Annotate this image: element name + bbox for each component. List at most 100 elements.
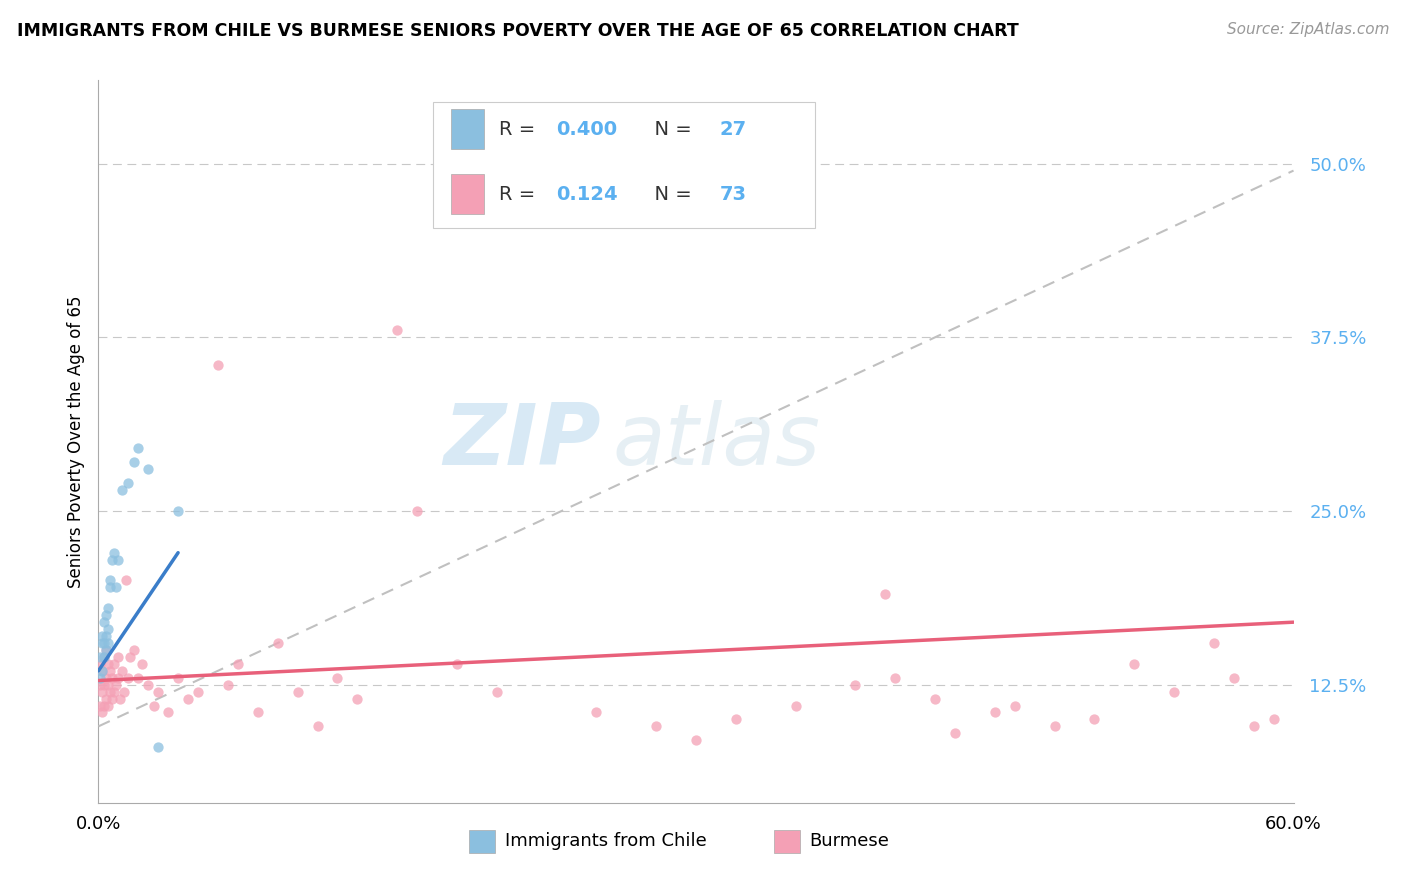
Point [226, 657, 249, 671]
Point [187, 684, 209, 698]
Point [1163, 684, 1185, 698]
Point [91, 684, 114, 698]
Point [91, 664, 114, 678]
Point [1123, 657, 1146, 671]
Text: R =: R = [499, 120, 541, 139]
Point [101, 671, 124, 685]
Text: R =: R = [499, 185, 541, 204]
Point [97, 657, 120, 671]
FancyBboxPatch shape [451, 109, 485, 149]
Point [93, 615, 115, 630]
Text: 0.400: 0.400 [557, 120, 617, 139]
Y-axis label: Seniors Poverty Over the Age of 65: Seniors Poverty Over the Age of 65 [66, 295, 84, 588]
Point [1043, 719, 1066, 733]
Text: N =: N = [643, 185, 699, 204]
Point [157, 706, 180, 720]
Point [177, 691, 200, 706]
Point [89, 649, 111, 664]
Point [117, 476, 139, 491]
Text: Source: ZipAtlas.com: Source: ZipAtlas.com [1226, 22, 1389, 37]
Point [1243, 719, 1265, 733]
Point [167, 504, 190, 518]
Point [148, 684, 170, 698]
Point [97, 698, 120, 713]
Point [93, 678, 115, 692]
Text: 0.124: 0.124 [557, 185, 617, 204]
Point [307, 719, 329, 733]
Point [1263, 713, 1285, 727]
Text: Burmese: Burmese [810, 832, 890, 850]
Point [96, 608, 118, 623]
Point [89, 678, 111, 692]
Point [91, 636, 114, 650]
Point [97, 636, 120, 650]
Point [93, 636, 115, 650]
Text: atlas: atlas [613, 400, 820, 483]
Point [103, 657, 125, 671]
Point [136, 462, 159, 476]
FancyBboxPatch shape [773, 830, 800, 854]
Point [96, 643, 118, 657]
Point [246, 706, 269, 720]
Point [115, 574, 138, 588]
Point [98, 684, 122, 698]
Point [127, 442, 149, 456]
Point [120, 649, 142, 664]
Point [943, 726, 966, 740]
Point [1004, 698, 1026, 713]
Point [346, 691, 368, 706]
Point [143, 698, 166, 713]
Point [103, 546, 125, 560]
Text: 27: 27 [720, 120, 747, 139]
Point [112, 684, 135, 698]
Point [93, 649, 115, 664]
Point [884, 671, 907, 685]
Point [91, 706, 114, 720]
Point [326, 671, 349, 685]
Point [685, 733, 707, 747]
Point [207, 358, 229, 372]
Point [585, 706, 607, 720]
Point [105, 581, 128, 595]
Point [127, 671, 149, 685]
Point [406, 504, 429, 518]
Point [446, 657, 468, 671]
Point [1223, 671, 1246, 685]
FancyBboxPatch shape [470, 830, 495, 854]
Point [97, 622, 120, 636]
Text: ZIP: ZIP [443, 400, 600, 483]
FancyBboxPatch shape [433, 102, 815, 228]
Point [96, 671, 118, 685]
Point [844, 678, 866, 692]
Point [385, 323, 409, 337]
Point [287, 684, 309, 698]
Point [98, 574, 122, 588]
Point [93, 649, 115, 664]
Point [91, 664, 114, 678]
Point [101, 691, 124, 706]
Point [167, 671, 190, 685]
Point [485, 684, 508, 698]
Point [107, 649, 129, 664]
Point [724, 713, 747, 727]
Point [117, 671, 139, 685]
Point [96, 629, 118, 643]
Point [101, 552, 124, 566]
Point [110, 691, 132, 706]
Point [89, 671, 111, 685]
Point [875, 587, 897, 601]
Point [97, 678, 120, 692]
Point [785, 698, 807, 713]
Point [124, 643, 146, 657]
Text: N =: N = [643, 120, 699, 139]
Point [136, 678, 159, 692]
Point [91, 629, 114, 643]
Point [98, 581, 122, 595]
Text: IMMIGRANTS FROM CHILE VS BURMESE SENIORS POVERTY OVER THE AGE OF 65 CORRELATION : IMMIGRANTS FROM CHILE VS BURMESE SENIORS… [17, 22, 1018, 40]
Point [217, 678, 239, 692]
Point [924, 691, 946, 706]
Point [98, 664, 122, 678]
Point [267, 636, 290, 650]
Point [1083, 713, 1105, 727]
Text: 73: 73 [720, 185, 747, 204]
